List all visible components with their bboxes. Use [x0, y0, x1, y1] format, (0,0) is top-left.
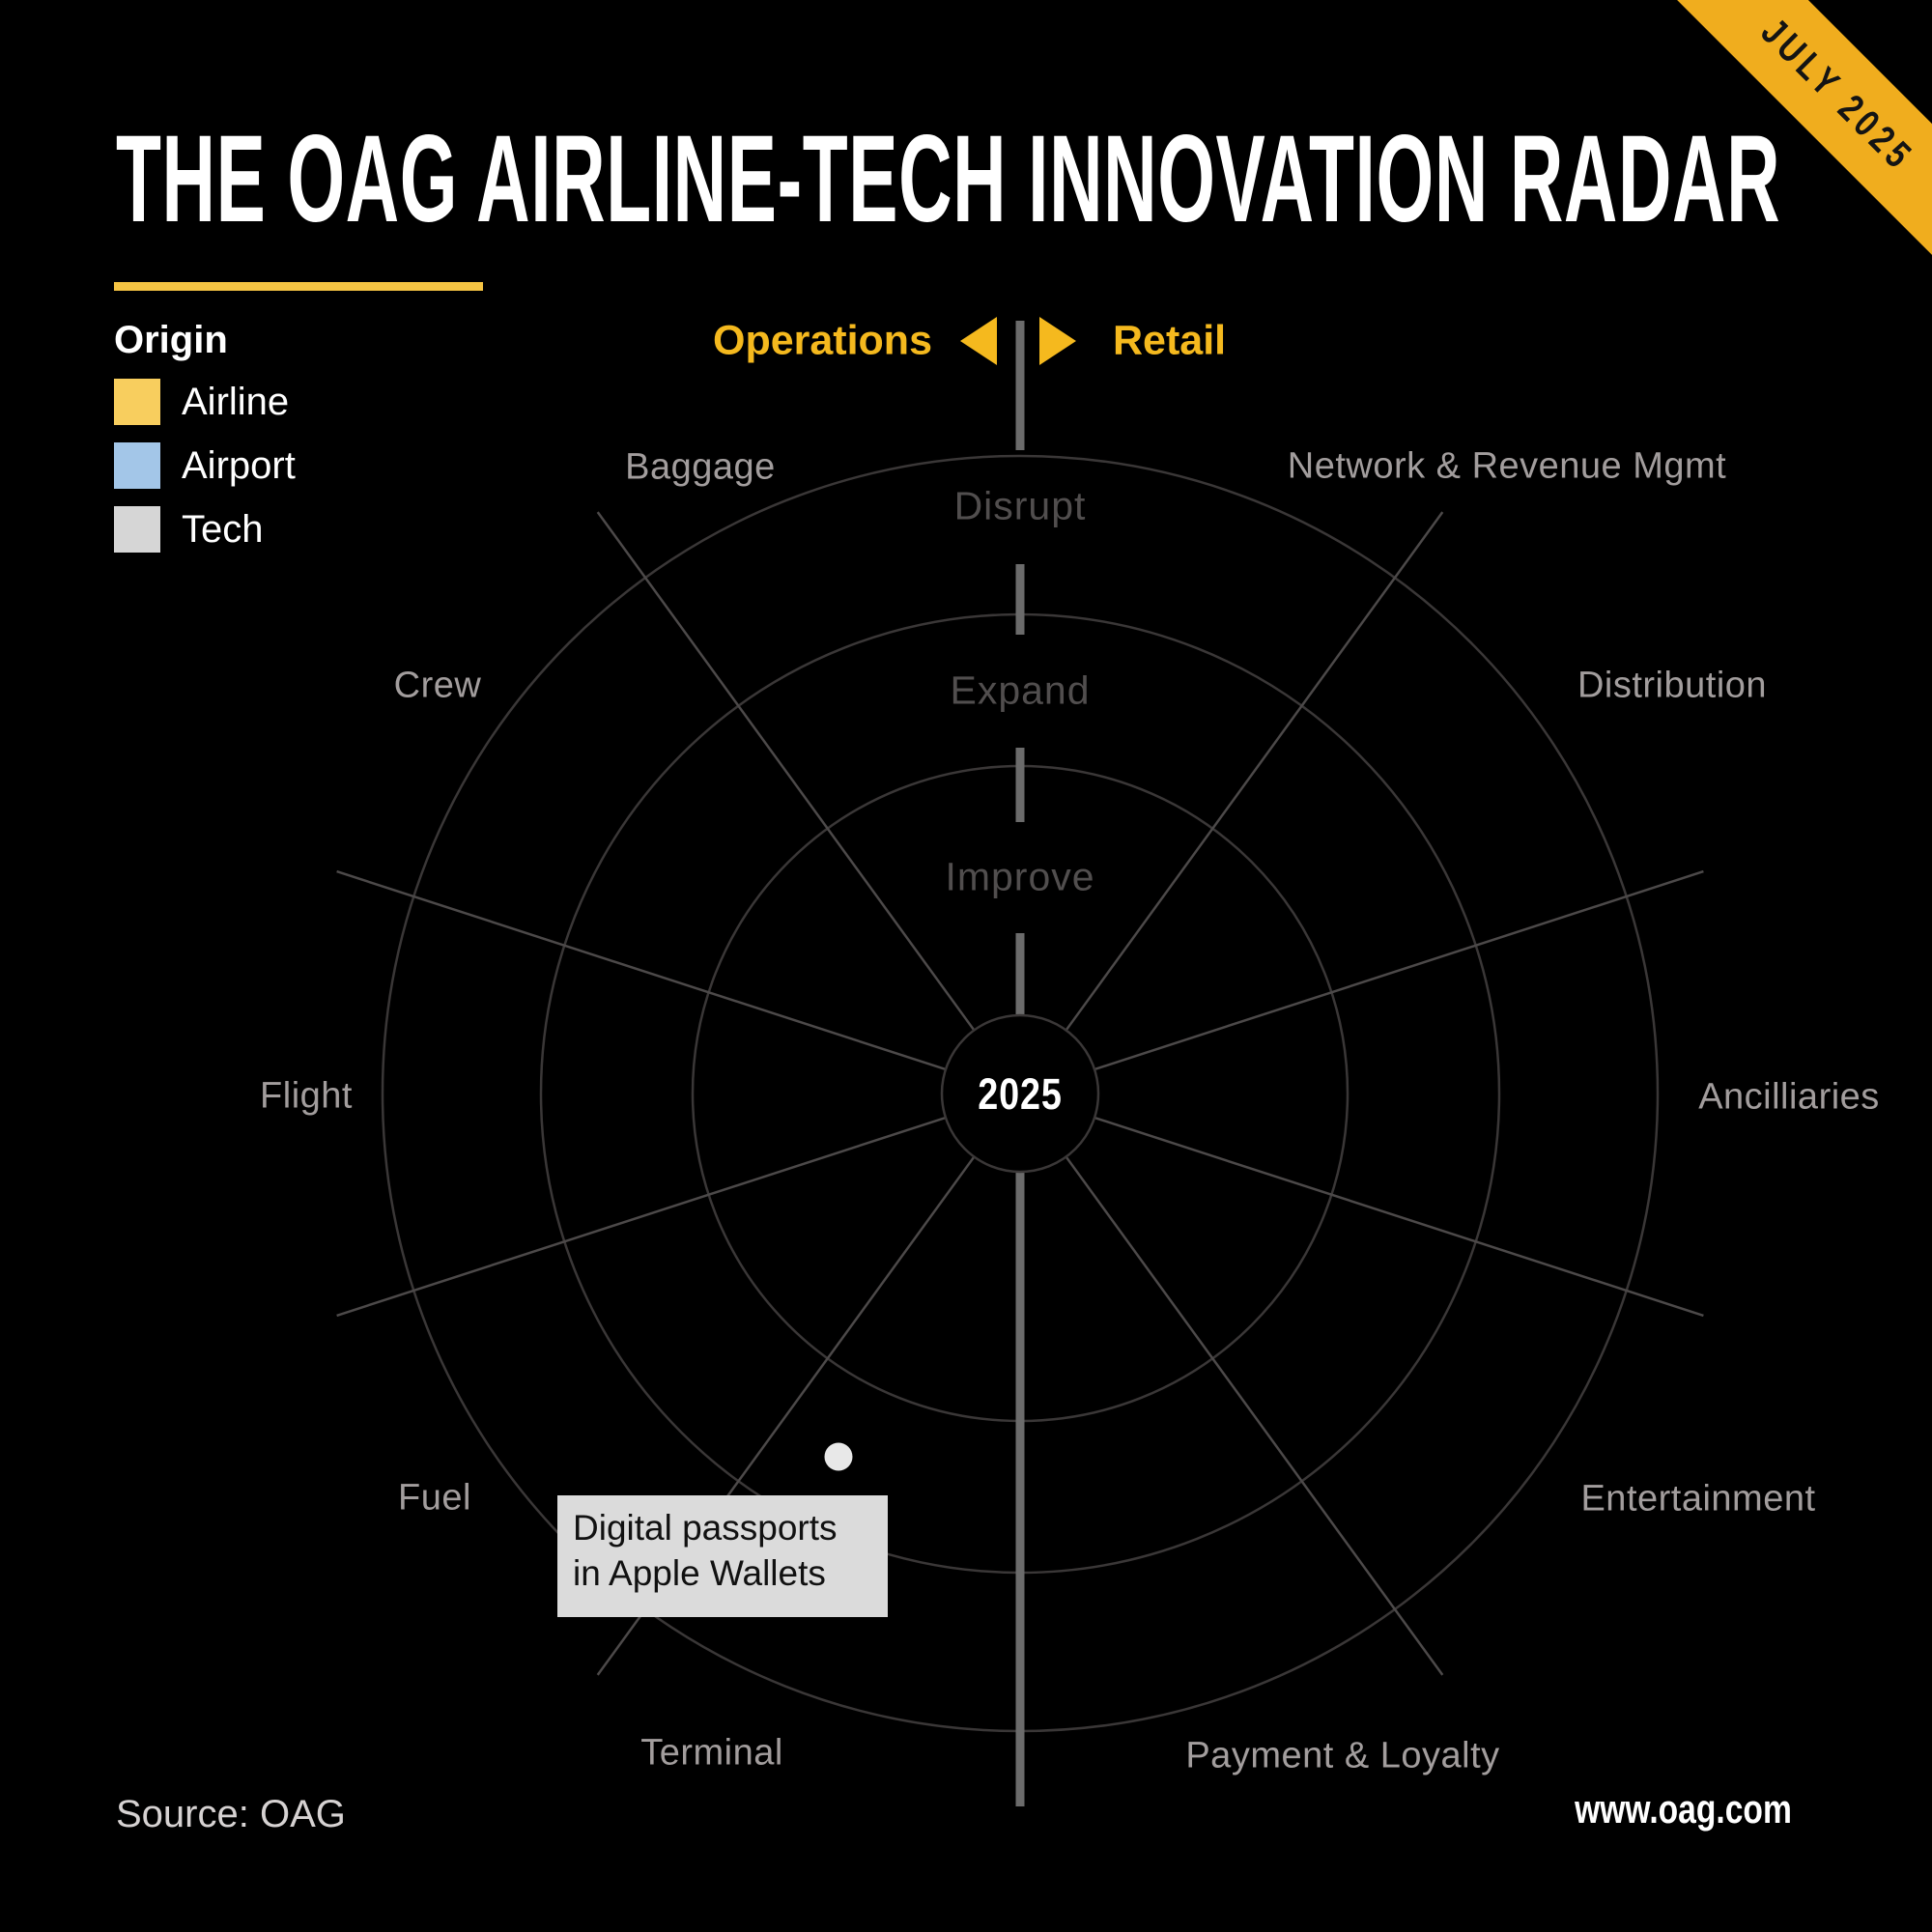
operations-arrow-icon — [960, 317, 997, 365]
spoke-126 — [596, 511, 975, 1031]
legend-label-airport: Airport — [182, 444, 296, 487]
title-underline — [114, 282, 483, 291]
spoke-198 — [336, 1117, 946, 1318]
source-credit: Source: OAG — [116, 1793, 346, 1835]
legend-swatch-airline — [114, 379, 160, 425]
category-label-crew: Crew — [393, 665, 482, 706]
retail-arrow-icon — [1039, 317, 1076, 365]
legend-heading: Origin — [114, 319, 228, 361]
date-ribbon-band: JULY 2025 — [1599, 0, 1932, 333]
ring-label-expand: Expand — [950, 668, 1091, 713]
category-label-fuel: Fuel — [398, 1477, 471, 1519]
hub-circle — [940, 1013, 1100, 1174]
category-label-payment-loyalty: Payment & Loyalty — [1185, 1735, 1500, 1776]
date-ribbon: JULY 2025 — [1526, 0, 1932, 406]
legend-swatch-tech — [114, 506, 160, 553]
spoke-minus54 — [1065, 1156, 1444, 1676]
category-label-ancilliaries: Ancilliaries — [1698, 1076, 1880, 1118]
category-label-network-revenue-mgmt: Network & Revenue Mgmt — [1287, 445, 1727, 487]
date-ribbon-label: JULY 2025 — [1752, 10, 1922, 180]
page-title-text: THE OAG AIRLINE-TECH INNOVATION RADAR — [116, 110, 1781, 248]
website-url: www.oag.com — [1520, 1786, 1792, 1832]
category-label-entertainment: Entertainment — [1580, 1478, 1816, 1520]
spoke-54 — [1065, 511, 1444, 1031]
sector-spokes — [336, 511, 1704, 1676]
ring-label-improve: Improve — [945, 854, 1095, 899]
legend-label-airline: Airline — [182, 381, 290, 423]
category-label-distribution: Distribution — [1577, 665, 1768, 706]
spoke-162 — [336, 869, 946, 1070]
category-label-flight: Flight — [260, 1075, 353, 1117]
page-title: THE OAG AIRLINE-TECH INNOVATION RADAR — [116, 118, 1932, 242]
data-point-annotation: Digital passports in Apple Wallets — [557, 1495, 888, 1617]
legend-label-tech: Tech — [182, 508, 264, 551]
spoke-minus18 — [1094, 1117, 1704, 1318]
website-url-text: www.oag.com — [1575, 1786, 1792, 1832]
category-label-terminal: Terminal — [640, 1732, 783, 1774]
operations-axis-label: Operations — [713, 317, 932, 364]
retail-axis-label: Retail — [1113, 317, 1227, 364]
spoke-18 — [1094, 869, 1704, 1070]
legend-swatch-airport — [114, 442, 160, 489]
ring-label-disrupt: Disrupt — [953, 483, 1087, 528]
data-point-dot — [824, 1442, 853, 1471]
hub-year-label: 2025 — [978, 1069, 1063, 1119]
category-label-baggage: Baggage — [625, 446, 776, 488]
